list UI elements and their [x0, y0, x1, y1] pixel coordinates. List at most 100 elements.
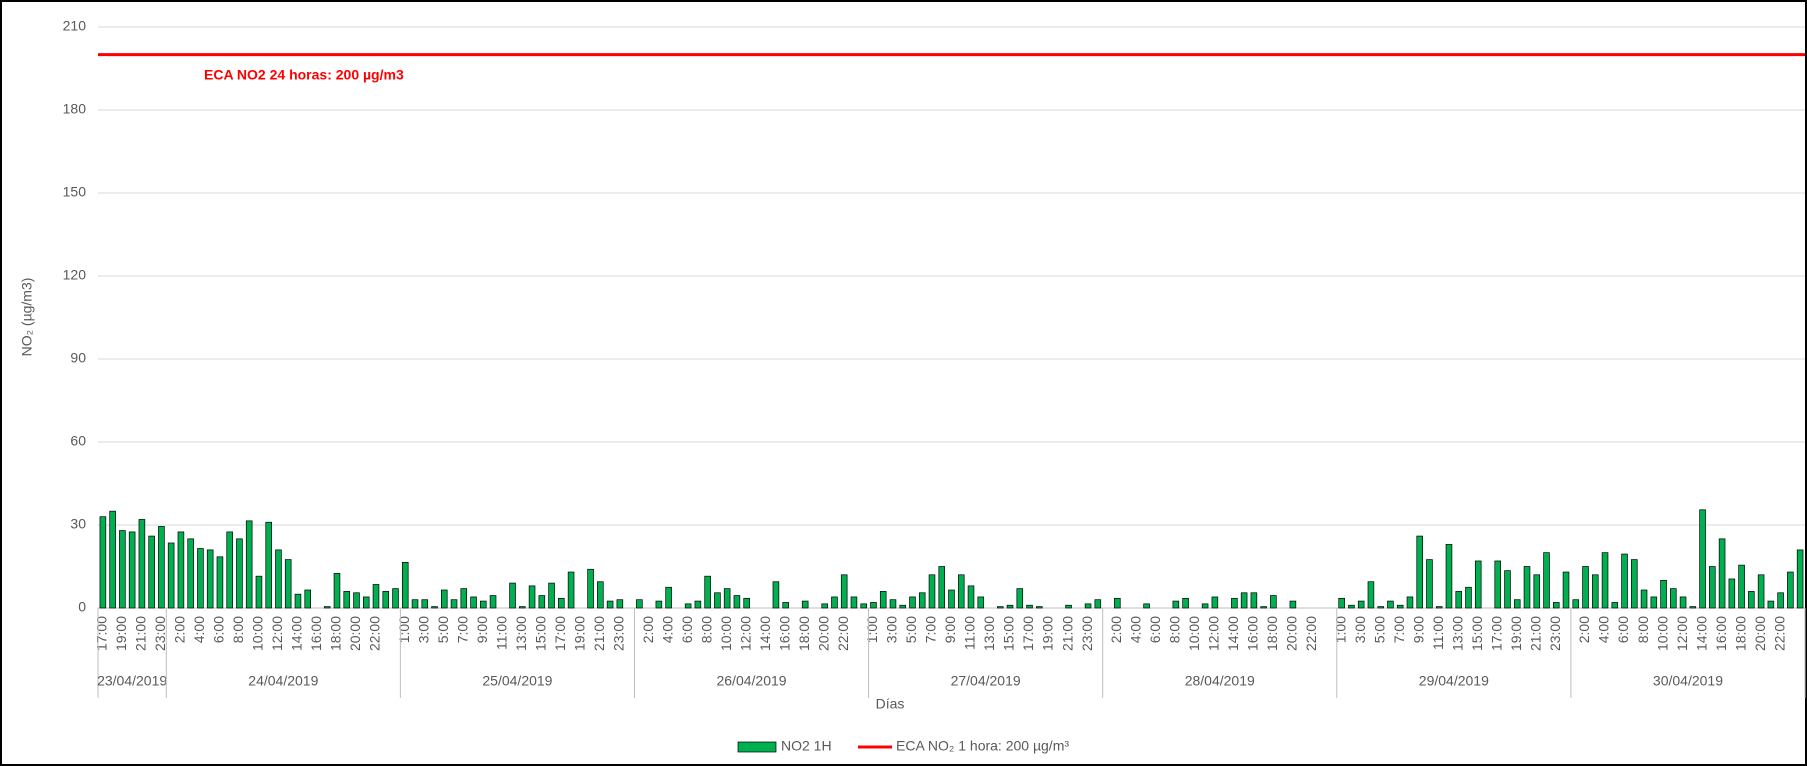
x-tick-label: 4:00	[659, 616, 675, 643]
bar	[1748, 591, 1755, 609]
x-tick-label: 11:00	[1430, 616, 1446, 650]
bar	[782, 602, 789, 609]
x-tick-label: 20:00	[1284, 616, 1300, 651]
bar	[821, 603, 828, 609]
x-tick-label: 23:00	[611, 616, 627, 651]
bar	[1787, 571, 1794, 609]
bar	[1026, 604, 1033, 609]
x-tick-label: 15:00	[1469, 616, 1485, 651]
bar	[1065, 604, 1072, 609]
x-tick-label: 20:00	[347, 616, 363, 651]
bar	[1796, 549, 1804, 609]
bar	[294, 593, 302, 609]
bar	[1338, 597, 1345, 609]
x-tick-label: 19:00	[1508, 616, 1524, 651]
bar	[1250, 592, 1258, 609]
bar	[1143, 603, 1150, 609]
y-tick-label: 120	[63, 267, 87, 283]
x-tick-label: 2:00	[640, 616, 656, 643]
bar	[1513, 599, 1521, 609]
x-tick-label: 3:00	[884, 616, 900, 643]
bar	[948, 589, 955, 609]
bar	[1523, 566, 1531, 609]
bar	[1640, 589, 1648, 609]
bar	[528, 585, 536, 609]
x-tick-label: 1:00	[864, 616, 880, 643]
x-tick-label: 17:00	[552, 616, 568, 651]
x-tick-label: 6:00	[211, 616, 227, 643]
bar	[1084, 603, 1092, 609]
bar	[606, 600, 614, 609]
bar	[587, 568, 594, 609]
bar	[411, 599, 419, 609]
legend-swatch	[737, 741, 777, 753]
bar	[236, 538, 243, 609]
x-tick-label: 16:00	[776, 616, 792, 651]
bar	[216, 556, 224, 609]
bar	[353, 592, 360, 609]
bar	[1094, 599, 1102, 609]
bar	[167, 542, 175, 609]
x-tick-label: 10:00	[1654, 616, 1670, 651]
bar	[362, 596, 370, 609]
x-tick-label: 3:00	[1352, 616, 1368, 643]
x-tick-label: 15:00	[533, 616, 549, 651]
bar	[489, 595, 497, 609]
bar	[860, 603, 867, 609]
x-tick-label: 7:00	[454, 616, 470, 643]
x-tick-label: 5:00	[1371, 616, 1387, 643]
x-tick-label: 16:00	[1713, 616, 1729, 651]
group-label: 27/04/2019	[951, 673, 1021, 689]
bar	[538, 595, 546, 609]
x-tick-label: 14:00	[1225, 616, 1241, 651]
group-label: 24/04/2019	[248, 673, 318, 689]
x-tick-label: 6:00	[1615, 616, 1631, 643]
bar	[1289, 600, 1297, 609]
bar	[275, 549, 282, 609]
bar	[1660, 579, 1667, 609]
bar	[1465, 586, 1472, 609]
y-tick-label: 30	[70, 516, 86, 532]
bar	[245, 520, 253, 609]
x-tick-label: 10:00	[250, 616, 266, 651]
x-tick-label: 22:00	[367, 616, 383, 651]
x-tick-label: 2:00	[1108, 616, 1124, 643]
bar	[1650, 596, 1658, 609]
bar	[197, 548, 204, 609]
bar	[928, 574, 936, 609]
bar	[1543, 552, 1550, 609]
bar	[450, 599, 458, 609]
x-tick-label: 15:00	[1001, 616, 1017, 651]
x-tick-label: 11:00	[962, 616, 978, 650]
bar	[1455, 591, 1462, 609]
x-tick-label: 18:00	[1732, 616, 1748, 651]
bar	[333, 573, 341, 609]
bar	[382, 591, 390, 609]
x-tick-label: 13:00	[513, 616, 529, 651]
x-tick-label: 1:00	[396, 616, 412, 643]
bar	[1572, 599, 1580, 609]
bar	[1270, 595, 1277, 609]
bar	[996, 606, 1004, 609]
bar	[870, 602, 877, 609]
bar	[1348, 604, 1355, 609]
x-tick-label: 16:00	[308, 616, 324, 651]
bar	[187, 538, 194, 609]
bar	[1728, 578, 1736, 609]
bar	[323, 606, 331, 609]
x-tick-label: 23:00	[1547, 616, 1563, 651]
bar	[372, 584, 380, 609]
bar	[918, 592, 926, 609]
x-tick-label: 2:00	[172, 616, 188, 643]
bar	[1670, 588, 1677, 609]
x-tick-label: 17:00	[1020, 616, 1036, 651]
x-tick-label: 21:00	[1527, 616, 1543, 651]
x-tick-label: 9:00	[1410, 616, 1426, 643]
x-tick-label: 8:00	[698, 616, 714, 643]
bar	[265, 521, 272, 609]
bar	[431, 606, 438, 609]
bar	[1426, 559, 1433, 609]
bar	[1494, 560, 1502, 609]
